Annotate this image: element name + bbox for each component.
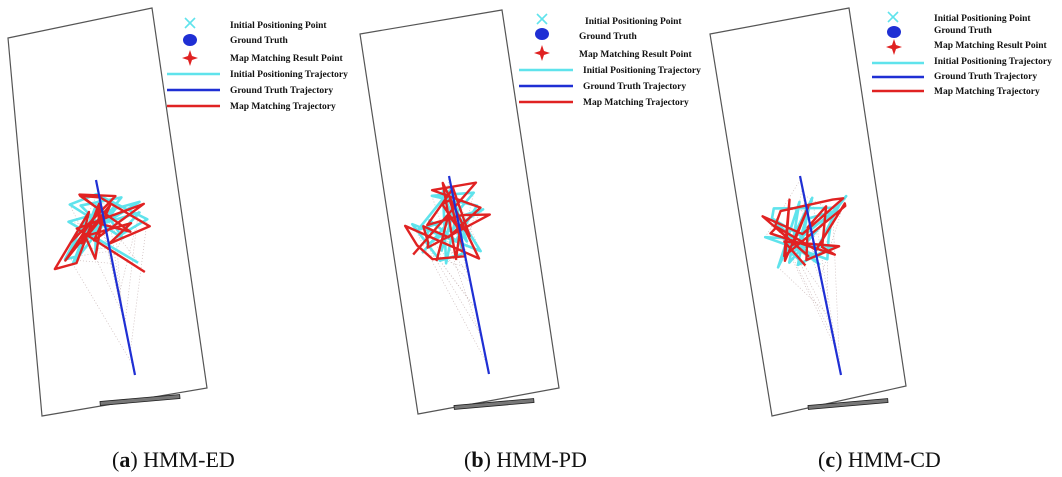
trajectory-figure-a: Initial Positioning Point Ground Truth M… (7, 7, 348, 417)
panel-c: Initial Positioning Point Ground Truth M… (708, 0, 1062, 477)
room-frame (7, 7, 208, 417)
panel-b: Initial Positioning Point Ground Truth M… (354, 0, 708, 477)
legend-map-point-label: Map Matching Result Point (579, 50, 693, 60)
matching-link (102, 214, 139, 263)
legend: Initial Positioning Point Ground Truth M… (872, 11, 1052, 97)
legend-initial-point-symbol (887, 11, 899, 23)
legend-ground-truth-label: Ground Truth (579, 32, 638, 42)
legend-ground-traj-label: Ground Truth Trajectory (583, 82, 686, 92)
ground-truth-path (94, 179, 137, 376)
legend-map-point-symbol (534, 45, 550, 61)
matching-link (71, 247, 110, 250)
room-frame (359, 9, 560, 415)
matching-link (773, 208, 808, 212)
legend-ground-traj-label: Ground Truth Trajectory (934, 72, 1037, 82)
matching-link (462, 253, 474, 294)
matching-link (124, 201, 140, 325)
matching-link (118, 212, 140, 295)
ground-truth-trajectory (798, 175, 843, 376)
door-marker (99, 394, 181, 406)
matching-link (811, 197, 840, 365)
legend-map-point-label: Map Matching Result Point (934, 41, 1048, 51)
matching-link (464, 205, 478, 254)
legend-ground-truth-symbol (183, 34, 197, 46)
legend-initial-point-symbol (184, 17, 196, 29)
legend-ground-traj-label: Ground Truth Trajectory (230, 86, 333, 96)
caption-c: (c) HMM-CD (818, 447, 941, 472)
legend-map-traj-label: Map Matching Trajectory (230, 102, 336, 112)
caption-a: (a) HMM-ED (112, 447, 235, 472)
room-frame (709, 7, 907, 417)
matching-link (820, 196, 847, 278)
legend-initial-point-label: Initial Positioning Point (934, 14, 1031, 24)
legend-ground-truth-symbol (887, 26, 901, 38)
ground-truth-path (447, 175, 491, 375)
legend-map-point-symbol (886, 39, 902, 55)
legend-initial-traj-label: Initial Positioning Trajectory (230, 70, 348, 80)
map-trajectory-path (403, 181, 491, 262)
legend-initial-traj-label: Initial Positioning Trajectory (583, 66, 701, 76)
legend-map-traj-label: Map Matching Trajectory (934, 87, 1040, 97)
ground-truth-trajectory (447, 175, 491, 375)
legend-ground-truth-label: Ground Truth (934, 26, 993, 36)
initial-trajectory (763, 194, 848, 269)
legend-initial-point-label: Initial Positioning Point (585, 17, 682, 27)
matching-link (427, 244, 476, 309)
ground-truth-path (798, 175, 843, 376)
legend: Initial Positioning Point Ground Truth M… (167, 17, 348, 112)
matching-link (431, 195, 484, 344)
legend-initial-point-label: Initial Positioning Point (230, 21, 327, 31)
legend-ground-truth-symbol (535, 28, 549, 40)
legend-map-point-symbol (182, 50, 198, 66)
initial-trajectory-path (763, 194, 848, 269)
legend-map-point-label: Map Matching Result Point (230, 54, 344, 64)
legend-map-traj-label: Map Matching Trajectory (583, 98, 689, 108)
panel-a: Initial Positioning Point Ground Truth M… (0, 0, 354, 477)
door-marker (807, 398, 889, 410)
matching-link (832, 211, 841, 370)
legend-initial-traj-label: Initial Positioning Trajectory (934, 57, 1052, 67)
legend-ground-truth-label: Ground Truth (230, 36, 289, 46)
map-trajectory (403, 181, 491, 262)
matching-link (111, 237, 124, 259)
legend: Initial Positioning Point Ground Truth M… (519, 13, 701, 108)
trajectory-figure-b: Initial Positioning Point Ground Truth M… (359, 9, 701, 415)
door-marker (453, 398, 535, 410)
matching-link (422, 252, 468, 269)
matching-link (129, 219, 148, 352)
matching-link (64, 258, 113, 264)
matching-link (803, 194, 827, 209)
trajectory-figure-c: Initial Positioning Point Ground Truth M… (709, 7, 1052, 417)
caption-b: (b) HMM-PD (464, 447, 587, 472)
ground-truth-trajectory (94, 179, 137, 376)
legend-initial-point-symbol (536, 13, 548, 25)
matching-link (69, 204, 124, 315)
matching-link (777, 267, 829, 316)
